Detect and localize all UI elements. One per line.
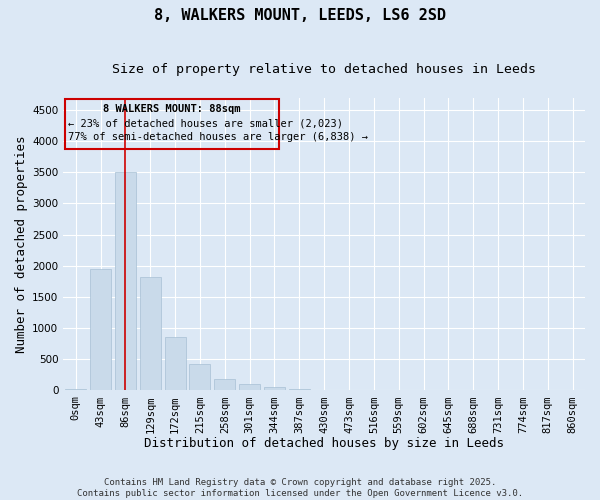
Title: Size of property relative to detached houses in Leeds: Size of property relative to detached ho… [112, 62, 536, 76]
Text: 8, WALKERS MOUNT, LEEDS, LS6 2SD: 8, WALKERS MOUNT, LEEDS, LS6 2SD [154, 8, 446, 22]
Text: 77% of semi-detached houses are larger (6,838) →: 77% of semi-detached houses are larger (… [68, 132, 368, 142]
Text: Contains HM Land Registry data © Crown copyright and database right 2025.
Contai: Contains HM Land Registry data © Crown c… [77, 478, 523, 498]
Bar [164, 337, 185, 390]
Bar [264, 387, 285, 390]
Bar [115, 172, 136, 390]
X-axis label: Distribution of detached houses by size in Leeds: Distribution of detached houses by size … [144, 437, 504, 450]
Text: ← 23% of detached houses are smaller (2,023): ← 23% of detached houses are smaller (2,… [68, 118, 343, 128]
Bar [65, 388, 86, 390]
Bar [239, 384, 260, 390]
Bar [140, 277, 161, 390]
Y-axis label: Number of detached properties: Number of detached properties [15, 135, 28, 352]
Text: 8 WALKERS MOUNT: 88sqm: 8 WALKERS MOUNT: 88sqm [103, 104, 241, 114]
Bar [190, 364, 211, 390]
Bar [90, 269, 111, 390]
Bar [214, 379, 235, 390]
Bar [289, 389, 310, 390]
